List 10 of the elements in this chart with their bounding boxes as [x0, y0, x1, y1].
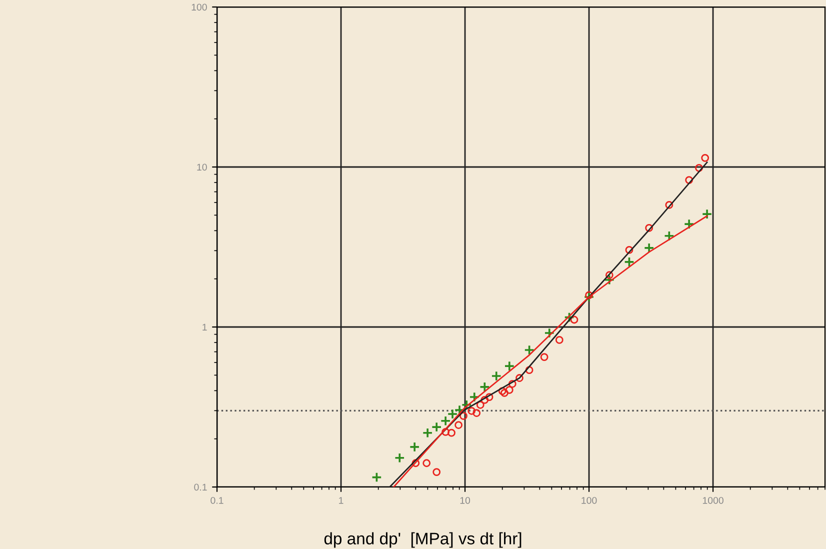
- x-axis-title: dp and dp' [MPa] vs dt [hr]: [324, 532, 522, 548]
- x-tick-label: 10: [460, 496, 470, 504]
- y-tick-label: 10: [197, 164, 207, 171]
- x-tick-label: 100: [582, 496, 597, 504]
- x-tick-label: 1000: [702, 496, 724, 504]
- x-tick-label: 0.1: [210, 496, 224, 504]
- x-tick-label: 1: [339, 497, 344, 504]
- y-tick-label: 100: [192, 4, 207, 11]
- y-tick-label: 1: [202, 324, 207, 331]
- y-tick-label: 0.1: [194, 484, 207, 491]
